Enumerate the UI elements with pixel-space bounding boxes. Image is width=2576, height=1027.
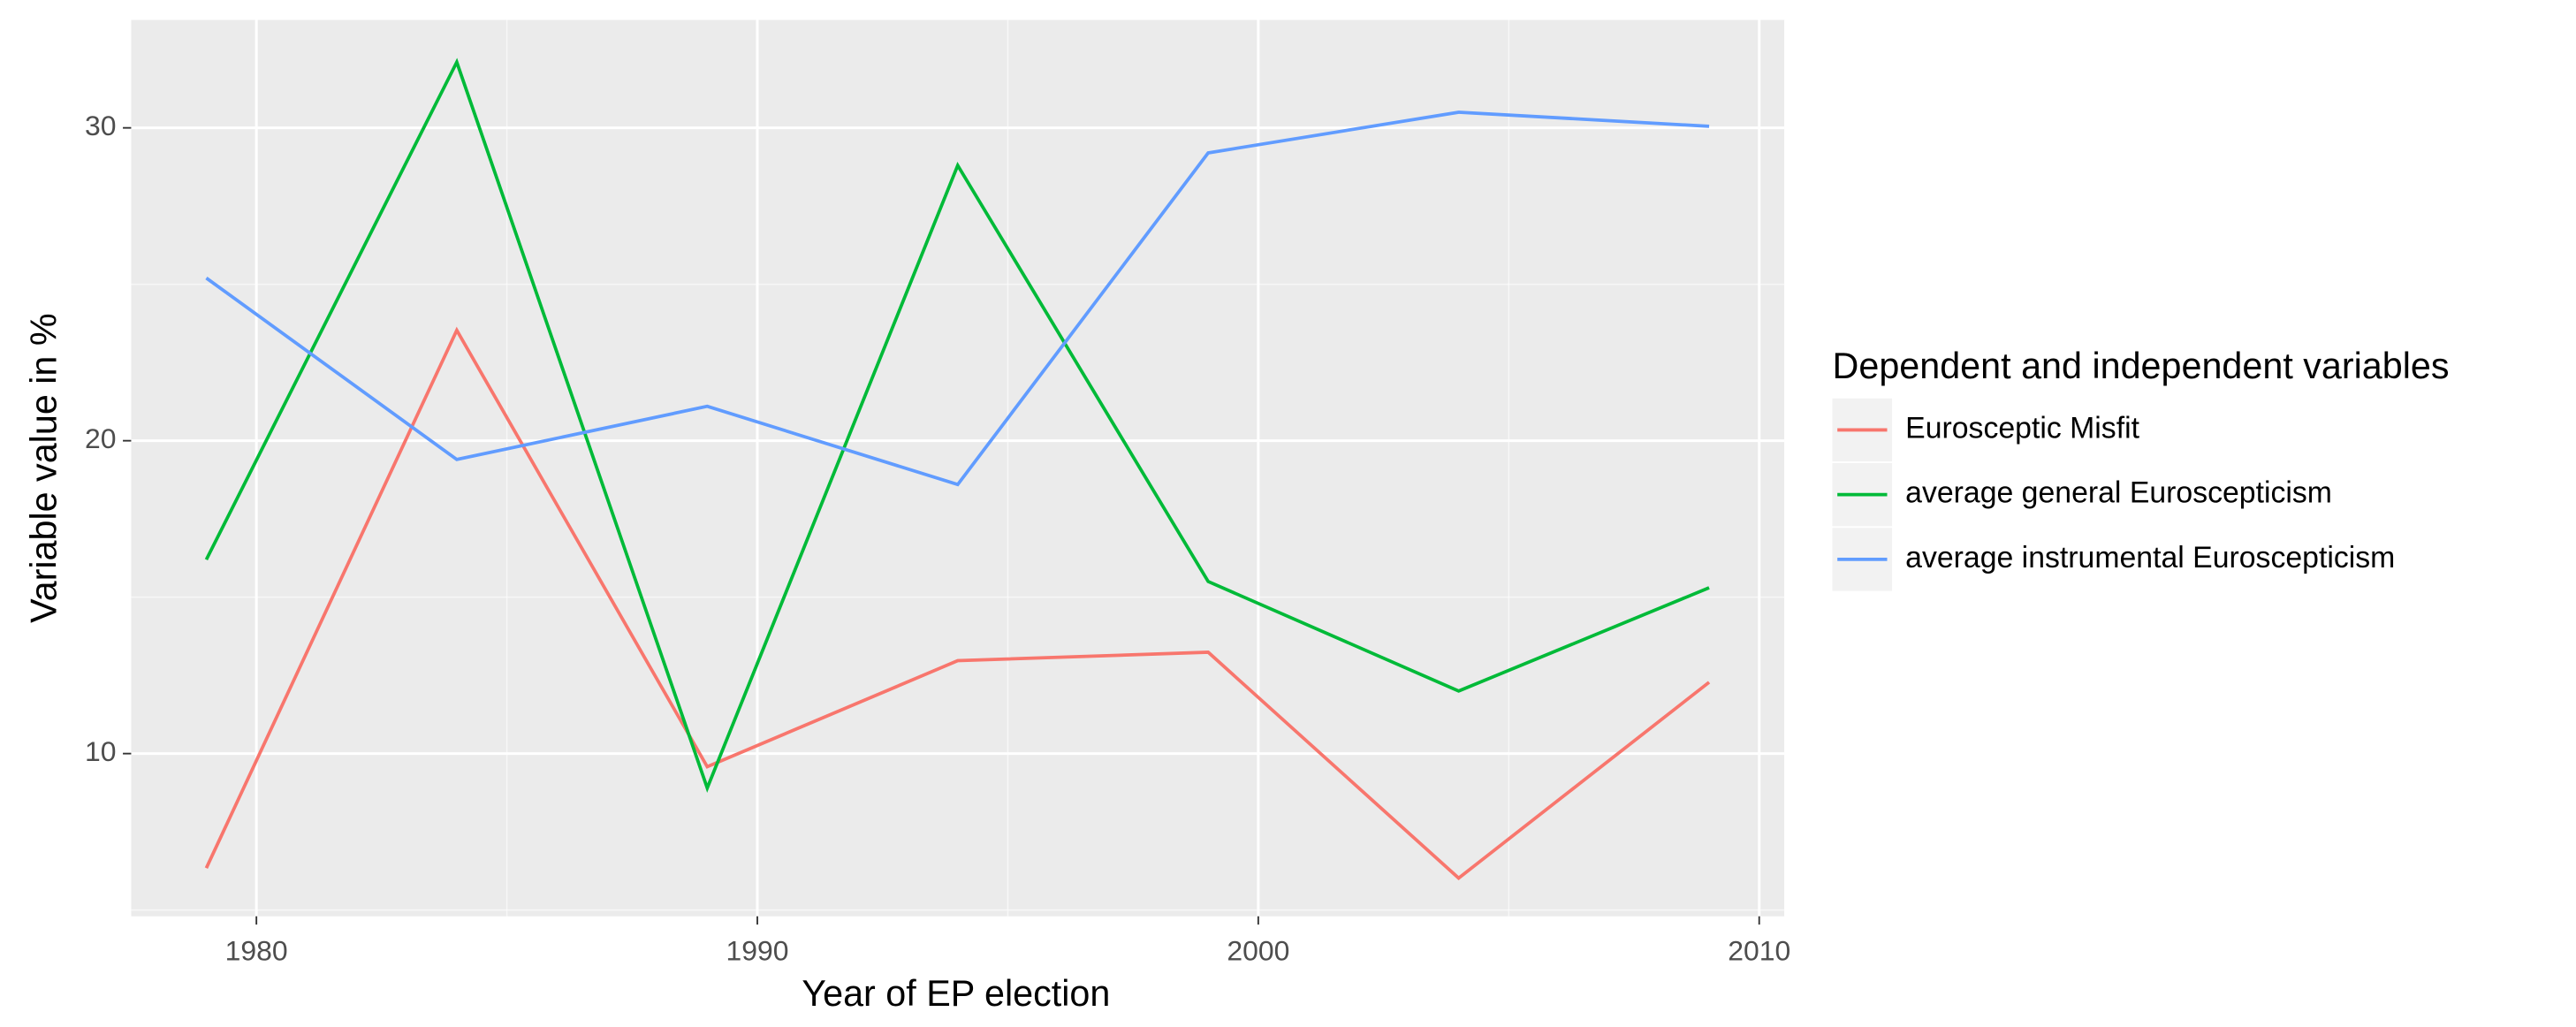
y-tick-label: 20	[85, 422, 117, 454]
y-tick-label: 30	[85, 110, 117, 141]
legend-label: average general Euroscepticism	[1905, 476, 2332, 510]
legend-title: Dependent and independent variables	[1833, 346, 2450, 386]
series-line	[205, 110, 1710, 487]
x-tick-label: 1980	[225, 934, 288, 966]
x-tick-label: 1990	[726, 934, 789, 966]
plot-panel	[131, 19, 1785, 917]
legend-label: average instrumental Euroscepticism	[1905, 541, 2395, 574]
x-tick-label: 2010	[1728, 934, 1790, 966]
x-tick-label: 2000	[1227, 934, 1289, 966]
legend-label: Eurosceptic Misfit	[1905, 411, 2139, 445]
y-axis-title: Variable value in %	[24, 313, 65, 622]
series-line	[204, 57, 1710, 793]
series-line	[204, 326, 1711, 880]
y-tick-label: 10	[85, 735, 117, 767]
x-axis-title: Year of EP election	[802, 973, 1110, 1014]
